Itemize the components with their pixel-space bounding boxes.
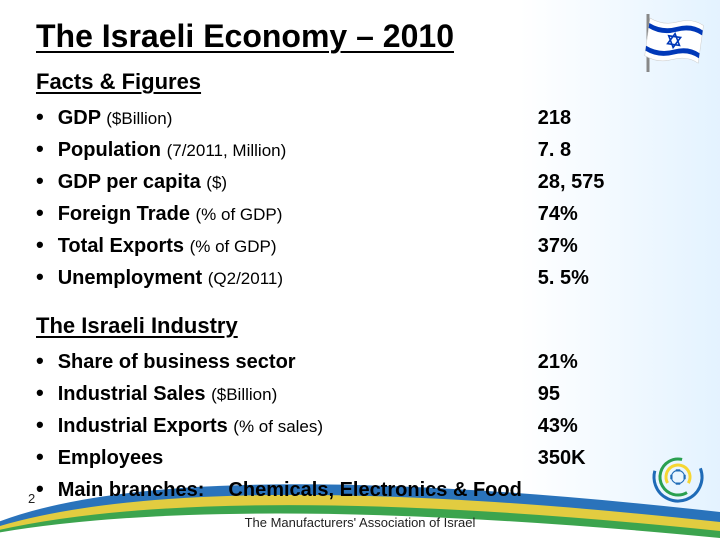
list-item: Foreign Trade (% of GDP) 74% [36, 197, 696, 229]
fact-label-main: Unemployment [58, 267, 208, 289]
fact-label-main: Total Exports [58, 235, 190, 257]
section-head-facts: Facts & Figures [36, 69, 696, 95]
list-item: GDP ($Billion) 218 [36, 101, 696, 133]
list-item: Unemployment (Q2/2011) 5. 5% [36, 261, 696, 293]
facts-list-1: GDP ($Billion)218Population (7/2011, Mil… [36, 101, 696, 293]
fact-value: 28, 575 [538, 168, 658, 197]
fact-label: Industrial Exports (% of sales) [58, 412, 323, 441]
israel-flag-icon [642, 14, 706, 77]
branches-label: Main branches: [58, 476, 205, 505]
branches-value: Chemicals, Electronics & Food [228, 476, 521, 505]
fact-label-main: Population [58, 139, 167, 161]
list-item: Main branches: Chemicals, Electronics & F… [36, 473, 696, 505]
fact-label-sub: (% of sales) [233, 417, 323, 436]
fact-value: 95 [538, 380, 658, 409]
list-item: Total Exports (% of GDP) 37% [36, 229, 696, 261]
fact-label-sub: ($Billion) [106, 109, 172, 128]
fact-label: Industrial Sales ($Billion) [58, 380, 278, 409]
page-title: The Israeli Economy – 2010 [36, 18, 696, 55]
fact-label-sub: (Q2/2011) [208, 269, 283, 288]
fact-label-main: Share of business sector [58, 351, 296, 373]
list-item: Population (7/2011, Million) 7. 8 [36, 133, 696, 165]
fact-label-main: Foreign Trade [58, 203, 196, 225]
fact-label-main: Employees [58, 447, 164, 469]
fact-label-sub: ($) [206, 173, 227, 192]
fact-label: Employees [58, 444, 164, 473]
fact-label: Population (7/2011, Million) [58, 136, 287, 165]
fact-label-main: GDP per capita [58, 171, 207, 193]
list-item: Share of business sector 21% [36, 345, 696, 377]
list-item: Employees 350K [36, 441, 696, 473]
fact-label: Share of business sector [58, 348, 296, 377]
fact-label-main: Industrial Exports [58, 415, 234, 437]
fact-label-main: Industrial Sales [58, 383, 211, 405]
page-number: 2 [28, 491, 35, 506]
fact-label-main: GDP [58, 107, 107, 129]
fact-label: Total Exports (% of GDP) [58, 232, 277, 261]
list-item: Industrial Sales ($Billion) 95 [36, 377, 696, 409]
fact-label-sub: (7/2011, Million) [167, 141, 287, 160]
fact-value: 7. 8 [538, 136, 658, 165]
fact-label-sub: (% of GDP) [196, 205, 283, 224]
fact-value: 37% [538, 232, 658, 261]
manufacturers-logo-icon [650, 449, 706, 510]
fact-value: 350K [538, 444, 658, 473]
list-item: GDP per capita ($) 28, 575 [36, 165, 696, 197]
fact-label-sub: ($Billion) [211, 385, 277, 404]
fact-label: Foreign Trade (% of GDP) [58, 200, 283, 229]
fact-value: 74% [538, 200, 658, 229]
fact-label: GDP ($Billion) [58, 104, 173, 133]
fact-value: 43% [538, 412, 658, 441]
fact-label: Unemployment (Q2/2011) [58, 264, 283, 293]
footer-text: The Manufacturers' Association of Israel [0, 515, 720, 530]
fact-label: GDP per capita ($) [58, 168, 227, 197]
list-item: Industrial Exports (% of sales) 43% [36, 409, 696, 441]
fact-label-sub: (% of GDP) [190, 237, 277, 256]
slide-content: The Israeli Economy – 2010 Facts & Figur… [0, 0, 720, 505]
fact-value: 5. 5% [538, 264, 658, 293]
section-head-industry: The Israeli Industry [36, 313, 696, 339]
facts-list-2: Share of business sector21%Industrial Sa… [36, 345, 696, 505]
fact-value: 218 [538, 104, 658, 133]
fact-value: 21% [538, 348, 658, 377]
